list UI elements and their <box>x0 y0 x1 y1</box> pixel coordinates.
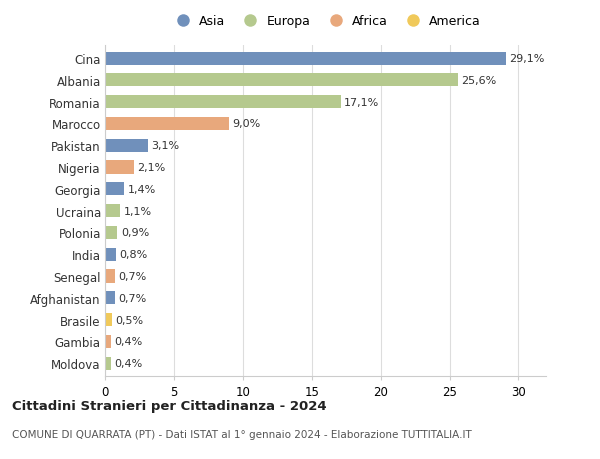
Bar <box>105 205 120 218</box>
Text: Cittadini Stranieri per Cittadinanza - 2024: Cittadini Stranieri per Cittadinanza - 2… <box>12 399 326 412</box>
Text: 0,8%: 0,8% <box>119 250 148 260</box>
Text: 17,1%: 17,1% <box>344 97 379 107</box>
Text: 3,1%: 3,1% <box>151 141 179 151</box>
Text: 2,1%: 2,1% <box>137 162 166 173</box>
Text: COMUNE DI QUARRATA (PT) - Dati ISTAT al 1° gennaio 2024 - Elaborazione TUTTITALI: COMUNE DI QUARRATA (PT) - Dati ISTAT al … <box>12 429 472 439</box>
Text: 0,9%: 0,9% <box>121 228 149 238</box>
Bar <box>105 118 229 131</box>
Text: 1,1%: 1,1% <box>124 206 152 216</box>
Bar <box>105 270 115 283</box>
Text: 1,4%: 1,4% <box>128 185 156 195</box>
Bar <box>105 248 116 261</box>
Legend: Asia, Europa, Africa, America: Asia, Europa, Africa, America <box>168 12 483 30</box>
Bar <box>105 140 148 152</box>
Text: 0,4%: 0,4% <box>114 336 142 347</box>
Text: 29,1%: 29,1% <box>509 54 545 64</box>
Text: 0,7%: 0,7% <box>118 271 146 281</box>
Bar <box>105 52 506 66</box>
Text: 0,4%: 0,4% <box>114 358 142 368</box>
Bar <box>105 161 134 174</box>
Bar <box>105 96 341 109</box>
Bar <box>105 183 124 196</box>
Bar <box>105 335 110 348</box>
Bar <box>105 291 115 305</box>
Text: 9,0%: 9,0% <box>232 119 261 129</box>
Text: 25,6%: 25,6% <box>461 76 496 86</box>
Text: 0,7%: 0,7% <box>118 293 146 303</box>
Bar <box>105 357 110 370</box>
Bar <box>105 74 458 87</box>
Bar <box>105 226 118 240</box>
Bar <box>105 313 112 326</box>
Text: 0,5%: 0,5% <box>115 315 143 325</box>
